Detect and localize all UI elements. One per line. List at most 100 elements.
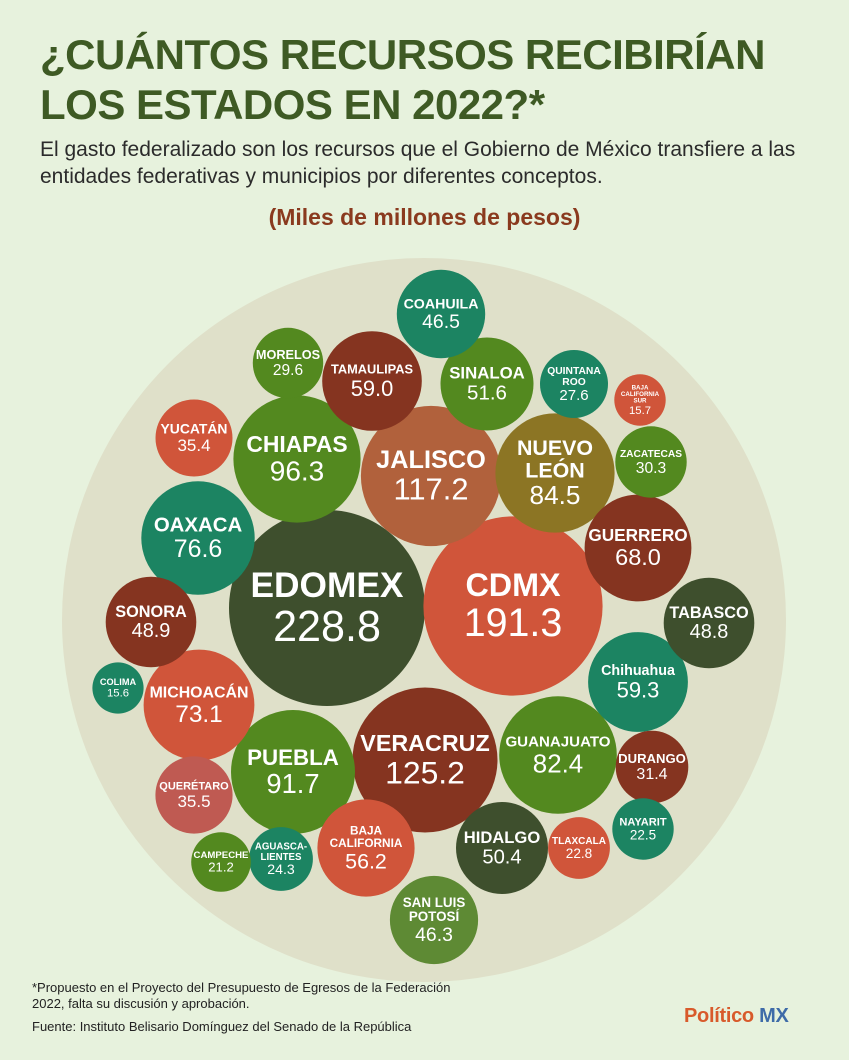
bubble-label-san-luis-potosi: SAN LUIS POTOSÍ 46.3 — [403, 895, 466, 946]
bubble-label-baja-california-sur: BAJA CALIFORNIA SUR 15.7 — [621, 385, 660, 418]
bubble-name-nuevo-leon: NUEVO — [517, 436, 593, 460]
bubble-value-queretaro: 35.5 — [177, 792, 210, 811]
bubble-label-puebla: PUEBLA 91.7 — [247, 745, 339, 799]
bubble-guanajuato: GUANAJUATO 82.4 — [499, 696, 617, 814]
bubble-circle-baja-california — [317, 799, 415, 897]
bubble-label-guerrero: GUERRERO 68.0 — [588, 525, 687, 570]
bubble-oaxaca: OAXACA 76.6 — [141, 481, 255, 595]
bubble-name-chihuahua: Chihuahua — [601, 663, 676, 679]
bubble-cdmx: CDMX 191.3 — [423, 516, 603, 696]
bubble-label-durango: DURANGO 31.4 — [618, 751, 686, 783]
bubble-name-michoacan: MICHOACÁN — [150, 682, 249, 701]
bubble-circle-san-luis-potosi — [389, 875, 479, 965]
chart-title-line-1: ¿CUÁNTOS RECURSOS RECIBIRÍAN — [40, 31, 765, 78]
bubble-quintana-roo: QUINTANA ROO 27.6 — [540, 350, 608, 418]
bubble-name-nayarit: NAYARIT — [619, 817, 666, 829]
bubble-name-edomex: EDOMEX — [251, 566, 404, 605]
bubble-name-aguascalientes: AGUASCA- — [255, 842, 307, 853]
unit-label: (Miles de millones de pesos) — [268, 204, 581, 230]
bubble-value-guerrero: 68.0 — [615, 544, 661, 570]
bubble-name-tabasco: TABASCO — [669, 604, 748, 622]
bubble-circle-chihuahua — [588, 632, 688, 732]
bubble-name-coahuila: COAHUILA — [404, 296, 479, 312]
bubble-circle-sonora — [105, 576, 197, 668]
bubble-name-baja-california: BAJA — [350, 823, 383, 837]
bubble-name-hidalgo: HIDALGO — [464, 828, 541, 847]
bubbles-group: EDOMEX 228.8 CDMX 191.3 VERACRUZ 125.2 JALISCO… — [92, 269, 755, 965]
bubble-name-tamaulipas: TAMAULIPAS — [331, 362, 413, 377]
bubble-circle-tabasco — [663, 577, 755, 669]
bubble-name-sinaloa: SINALOA — [449, 364, 525, 383]
bubble-name-chiapas: CHIAPAS — [246, 431, 347, 457]
bubble-value-edomex: 228.8 — [273, 603, 381, 651]
bubble-value-tlaxcala: 22.8 — [566, 846, 592, 861]
bubble-name-guanajuato: GUANAJUATO — [505, 733, 610, 750]
bubble-value-tamaulipas: 59.0 — [351, 376, 394, 401]
bubble-circle-cdmx — [423, 516, 603, 696]
bubble-zacatecas: ZACATECAS 30.3 — [615, 426, 687, 498]
bubble-circle-quintana-roo — [540, 350, 608, 418]
bubble-name-baja-california-sur: BAJA — [632, 385, 649, 392]
bubble-veracruz: VERACRUZ 125.2 — [352, 687, 498, 833]
bubble-circle-veracruz — [352, 687, 498, 833]
bubble-name-queretaro: QUERÉTARO — [159, 780, 229, 793]
bubble-name-baja-california-sur: CALIFORNIA — [621, 391, 660, 398]
bubble-circle-jalisco — [360, 405, 502, 547]
bubble-value-tabasco: 48.8 — [690, 621, 729, 643]
bubble-name-san-luis-potosi: POTOSÍ — [409, 909, 461, 924]
bubble-name-puebla: PUEBLA — [247, 745, 339, 770]
bubble-value-puebla: 91.7 — [266, 768, 319, 799]
bubble-circle-coahuila — [396, 269, 486, 359]
bubble-circle-queretaro — [155, 756, 233, 834]
chart-title: ¿CUÁNTOS RECURSOS RECIBIRÍAN LOS ESTADOS… — [40, 30, 820, 130]
bubble-circle-edomex — [229, 510, 425, 706]
bubble-san-luis-potosi: SAN LUIS POTOSÍ 46.3 — [389, 875, 479, 965]
bubble-value-nayarit: 22.5 — [630, 827, 656, 842]
bubble-circle-sinaloa — [440, 337, 534, 431]
bubble-name-yucatan: YUCATÁN — [161, 421, 228, 437]
bubble-value-zacatecas: 30.3 — [636, 460, 667, 477]
bubble-baja-california-sur: BAJA CALIFORNIA SUR 15.7 — [614, 374, 666, 426]
bubble-circle-yucatan — [155, 399, 233, 477]
bubble-puebla: PUEBLA 91.7 — [231, 710, 355, 834]
bubble-label-edomex: EDOMEX 228.8 — [251, 566, 404, 651]
bubble-name-quintana-roo: ROO — [562, 377, 585, 388]
bubble-value-baja-california-sur: 15.7 — [629, 405, 651, 417]
bubble-label-chiapas: CHIAPAS 96.3 — [246, 431, 347, 487]
bubble-edomex: EDOMEX 228.8 — [229, 510, 425, 706]
bubble-value-san-luis-potosi: 46.3 — [415, 924, 453, 946]
bubble-name-baja-california-sur: SUR — [633, 398, 647, 405]
bubble-value-veracruz: 125.2 — [385, 754, 465, 790]
bubble-label-michoacan: MICHOACÁN 73.1 — [150, 682, 249, 728]
bubble-value-hidalgo: 50.4 — [482, 846, 521, 868]
bubble-name-zacatecas: ZACATECAS — [620, 449, 682, 460]
bubble-value-coahuila: 46.5 — [422, 311, 460, 333]
bubble-circle-zacatecas — [615, 426, 687, 498]
footnote: *Propuesto en el Proyecto del Presupuest… — [32, 980, 451, 1011]
bubble-value-baja-california: 56.2 — [345, 850, 387, 874]
chart-title-line-2: LOS ESTADOS EN 2022?* — [40, 81, 545, 128]
bubble-circle-durango — [615, 730, 689, 804]
bubble-circle-guanajuato — [499, 696, 617, 814]
bubble-circle-tlaxcala — [548, 817, 610, 879]
bubble-value-nuevo-leon: 84.5 — [530, 480, 581, 510]
bubble-value-yucatan: 35.4 — [177, 436, 210, 455]
bubble-label-oaxaca: OAXACA 76.6 — [154, 515, 243, 564]
bubble-circle-nayarit — [612, 798, 674, 860]
bubble-value-aguascalientes: 24.3 — [267, 861, 295, 877]
bubble-value-sinaloa: 51.6 — [467, 382, 507, 405]
bubble-tlaxcala: TLAXCALA 22.8 — [548, 817, 610, 879]
bubble-name-sonora: SONORA — [115, 603, 187, 621]
bubble-value-oaxaca: 76.6 — [174, 535, 222, 563]
bubble-value-sonora: 48.9 — [132, 620, 171, 642]
bubble-label-nayarit: NAYARIT 22.5 — [619, 817, 666, 843]
bubble-name-morelos: MORELOS — [256, 348, 320, 362]
bubble-label-nuevo-leon: NUEVO LEÓN 84.5 — [517, 436, 593, 510]
bubble-circle-guerrero — [584, 494, 692, 602]
bubble-jalisco: JALISCO 117.2 — [360, 405, 502, 547]
bubble-circle-hidalgo — [456, 802, 548, 894]
bubble-label-jalisco: JALISCO 117.2 — [376, 446, 486, 507]
bubble-value-campeche: 21.2 — [208, 860, 233, 875]
bubble-morelos: MORELOS 29.6 — [252, 327, 324, 399]
